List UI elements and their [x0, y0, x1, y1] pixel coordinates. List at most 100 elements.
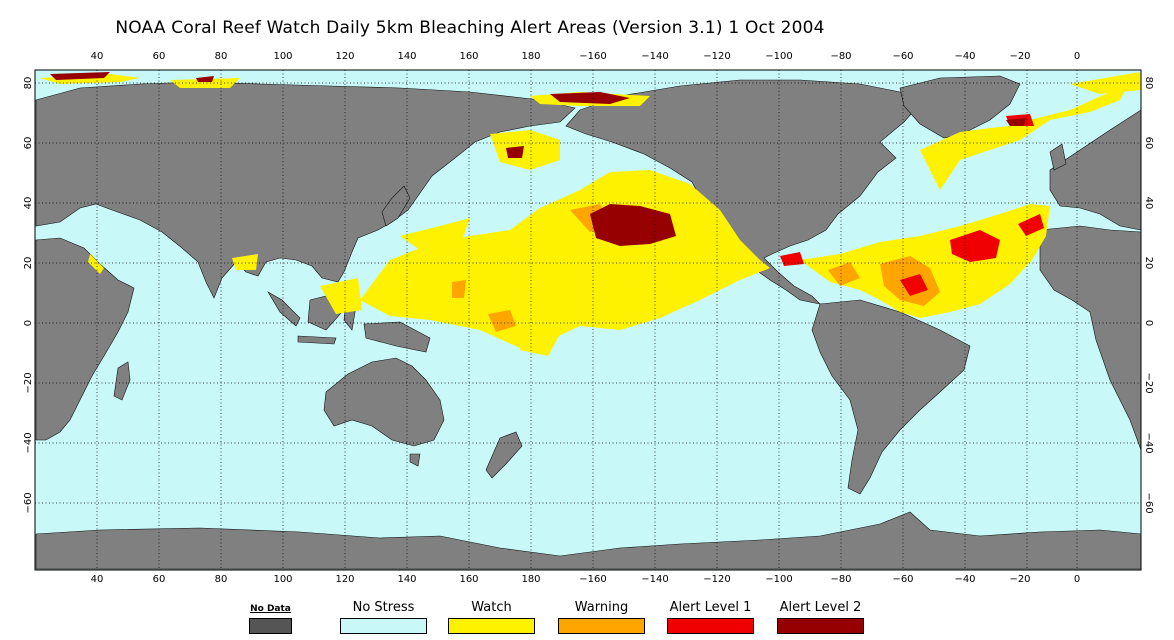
- legend-swatch: [667, 618, 754, 634]
- watch-mid-pacific: [400, 218, 470, 250]
- bleaching-alert-map: 40 60 80 100 120 140 160 180 −160 −140 −…: [23, 51, 1154, 585]
- land-eurasia: [35, 81, 576, 299]
- land-java: [297, 335, 337, 345]
- top-lon-tick: 40: [91, 51, 104, 62]
- bottom-lon-tick: −140: [641, 574, 668, 585]
- watch-arctic-east: [170, 78, 240, 88]
- bottom-lon-tick: −60: [892, 574, 913, 585]
- legend-label: No Stress: [352, 600, 415, 615]
- top-lon-tick: −100: [765, 51, 792, 62]
- legend-swatch: [340, 618, 427, 634]
- left-lat-tick: 20: [23, 257, 34, 270]
- top-lon-tick: −140: [641, 51, 668, 62]
- legend-label: Warning: [574, 600, 629, 615]
- top-lon-tick: −60: [892, 51, 913, 62]
- land-africa-right: [1039, 225, 1142, 451]
- alert2-arctic-west: [50, 72, 110, 80]
- legend-item-alert-level-2: Alert Level 2: [777, 600, 864, 636]
- bottom-lon-tick: −40: [954, 574, 975, 585]
- top-lon-tick: 0: [1074, 51, 1080, 62]
- legend-swatch: [249, 618, 292, 634]
- land-new-guinea: [363, 321, 431, 353]
- legend-label: Alert Level 2: [779, 600, 862, 615]
- map-title: NOAA Coral Reef Watch Daily 5km Bleachin…: [115, 18, 825, 38]
- alert1-gulf: [780, 252, 804, 266]
- land-greenland: [899, 75, 1021, 139]
- top-lon-tick: −20: [1009, 51, 1030, 62]
- bottom-lon-tick: 80: [215, 574, 228, 585]
- legend-label: Watch: [471, 600, 512, 615]
- top-lon-tick: −160: [579, 51, 606, 62]
- top-lon-tick: 60: [153, 51, 166, 62]
- stress-alert2-layer: [50, 72, 1026, 246]
- legend-item-warning: Warning: [558, 600, 645, 636]
- land-japan: [381, 185, 411, 227]
- right-lat-tick: 20: [1143, 257, 1154, 270]
- top-lon-tick: 180: [521, 51, 540, 62]
- legend-label: No Data: [250, 604, 291, 614]
- legend-item-watch: Watch: [448, 600, 535, 636]
- land-tasmania: [409, 453, 421, 467]
- legend-item-no-data: No Data: [249, 600, 292, 636]
- land-south-america: [811, 299, 971, 495]
- left-lat-tick: −20: [23, 372, 34, 393]
- bottom-lon-tick: 40: [91, 574, 104, 585]
- bottom-lon-tick: −160: [579, 574, 606, 585]
- top-lon-tick: −80: [830, 51, 851, 62]
- bottom-lon-tick: −120: [703, 574, 730, 585]
- top-lon-tick: 140: [397, 51, 416, 62]
- map-border: [34, 69, 1142, 571]
- warning-pacific-2: [452, 280, 466, 298]
- land-madagascar: [113, 361, 131, 401]
- land-layer: [35, 75, 1142, 570]
- left-lat-tick: 40: [23, 197, 34, 210]
- alert2-atlantic-small: [1006, 118, 1026, 126]
- right-lat-tick: −40: [1143, 432, 1154, 453]
- watch-red-sea: [88, 254, 104, 274]
- land-new-zealand: [485, 431, 523, 479]
- top-lon-tick: 100: [273, 51, 292, 62]
- left-lat-tick: −40: [23, 432, 34, 453]
- bottom-lon-tick: 60: [153, 574, 166, 585]
- left-lat-tick: 60: [23, 137, 34, 150]
- bottom-lon-tick: 0: [1074, 574, 1080, 585]
- watch-arctic-west: [40, 74, 140, 84]
- land-uk: [1049, 143, 1067, 171]
- alert1-caribbean: [900, 274, 928, 296]
- watch-north-pacific: [490, 130, 560, 170]
- watch-philippines: [320, 278, 362, 314]
- alert2-arctic-east: [196, 76, 214, 82]
- watch-bay-of-bengal: [232, 254, 258, 270]
- left-lat-tick: 80: [23, 77, 34, 90]
- right-lat-tick: −60: [1143, 492, 1154, 513]
- warning-caribbean: [828, 262, 860, 286]
- left-lat-tick: 0: [23, 320, 34, 326]
- left-lat-tick: −60: [23, 492, 34, 513]
- watch-north-atlantic: [920, 82, 1130, 190]
- bottom-lon-tick: 160: [459, 574, 478, 585]
- right-lat-tick: 40: [1143, 197, 1154, 210]
- top-lon-tick: 120: [335, 51, 354, 62]
- legend-label: Alert Level 1: [669, 600, 752, 615]
- bottom-lon-tick: 100: [273, 574, 292, 585]
- warning-pacific-1: [488, 310, 516, 332]
- right-lat-tick: −20: [1143, 372, 1154, 393]
- watch-hawaii-south: [520, 330, 560, 356]
- top-lon-tick: 160: [459, 51, 478, 62]
- bottom-lon-tick: −100: [765, 574, 792, 585]
- alert2-north-pacific: [590, 204, 676, 246]
- land-antarctica: [35, 511, 1142, 570]
- bottom-lon-tick: 120: [335, 574, 354, 585]
- land-north-america: [565, 79, 921, 305]
- alert1-atlantic: [950, 230, 1000, 262]
- watch-caribbean-atlantic: [800, 204, 1050, 318]
- legend-swatch: [448, 618, 535, 634]
- land-sumatra: [267, 291, 301, 327]
- top-lon-tick: −120: [703, 51, 730, 62]
- alert1-atlantic-2: [1018, 214, 1044, 236]
- graticule: [35, 70, 1141, 570]
- land-australia: [323, 357, 445, 447]
- bottom-lon-tick: 140: [397, 574, 416, 585]
- legend-item-alert-level-1: Alert Level 1: [667, 600, 754, 636]
- bottom-lon-tick: 180: [521, 574, 540, 585]
